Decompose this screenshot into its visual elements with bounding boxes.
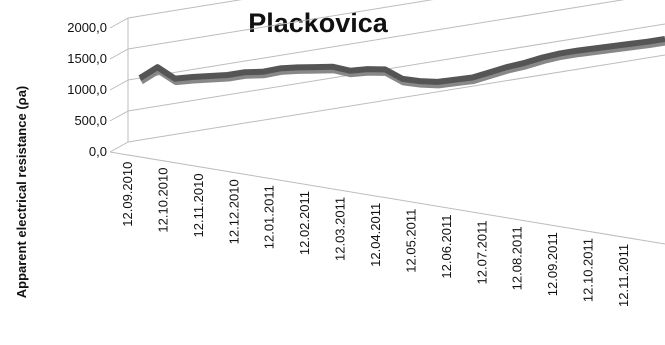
x-tick-label: 12.05.2011 <box>403 209 418 273</box>
gridline-0 <box>127 54 665 143</box>
x-tick-label: 12.01.2011 <box>262 185 277 249</box>
grid-depth-0 <box>109 141 129 153</box>
x-tick-label: 12.10.2011 <box>581 238 596 302</box>
gridline-1 <box>127 23 665 112</box>
x-tick-label: 12.04.2011 <box>368 203 383 267</box>
x-tick-label: 12.11.2010 <box>191 173 206 237</box>
y-axis-label: Apparent electrical resistance (ρa) <box>14 86 29 299</box>
y-tick-label: 1500,0 <box>67 51 107 66</box>
axes <box>109 18 665 245</box>
y-tick-labels: 0,0 500,0 1000,0 1500,0 2000,0 <box>67 20 107 159</box>
series-line <box>138 35 665 85</box>
gridline-3 <box>127 0 434 50</box>
gridlines <box>109 0 665 153</box>
floor-front-edge <box>109 151 665 245</box>
grid-depth-3 <box>109 48 129 60</box>
y-tick-label: 500,0 <box>74 113 107 128</box>
grid-depth-2 <box>109 79 129 91</box>
series <box>138 35 665 89</box>
x-tick-label: 12.08.2011 <box>510 226 525 290</box>
x-tick-label: 12.07.2011 <box>474 220 489 284</box>
x-tick-labels: 12.09.2010 12.10.2010 12.11.2010 12.12.2010… <box>120 162 631 307</box>
x-tick-label: 12.03.2011 <box>333 197 348 261</box>
x-tick-label: 12.12.2010 <box>226 179 241 244</box>
x-tick-label: 12.09.2011 <box>545 232 560 296</box>
gridline-4 <box>127 0 243 19</box>
x-tick-label: 12.06.2011 <box>439 215 454 279</box>
grid-depth-4 <box>109 17 129 29</box>
y-tick-label: 2000,0 <box>67 20 107 35</box>
x-tick-label: 12.11.2011 <box>616 244 631 307</box>
x-tick-label: 12.02.2011 <box>297 191 312 255</box>
x-tick-label: 12.09.2010 <box>120 162 135 227</box>
grid-depth-1 <box>109 110 129 122</box>
x-tick-label: 12.10.2010 <box>155 168 170 233</box>
y-tick-label: 0,0 <box>89 144 107 159</box>
gridline-2 <box>127 0 625 81</box>
chart-title: Plackovica <box>248 8 389 38</box>
y-tick-label: 1000,0 <box>67 82 107 97</box>
